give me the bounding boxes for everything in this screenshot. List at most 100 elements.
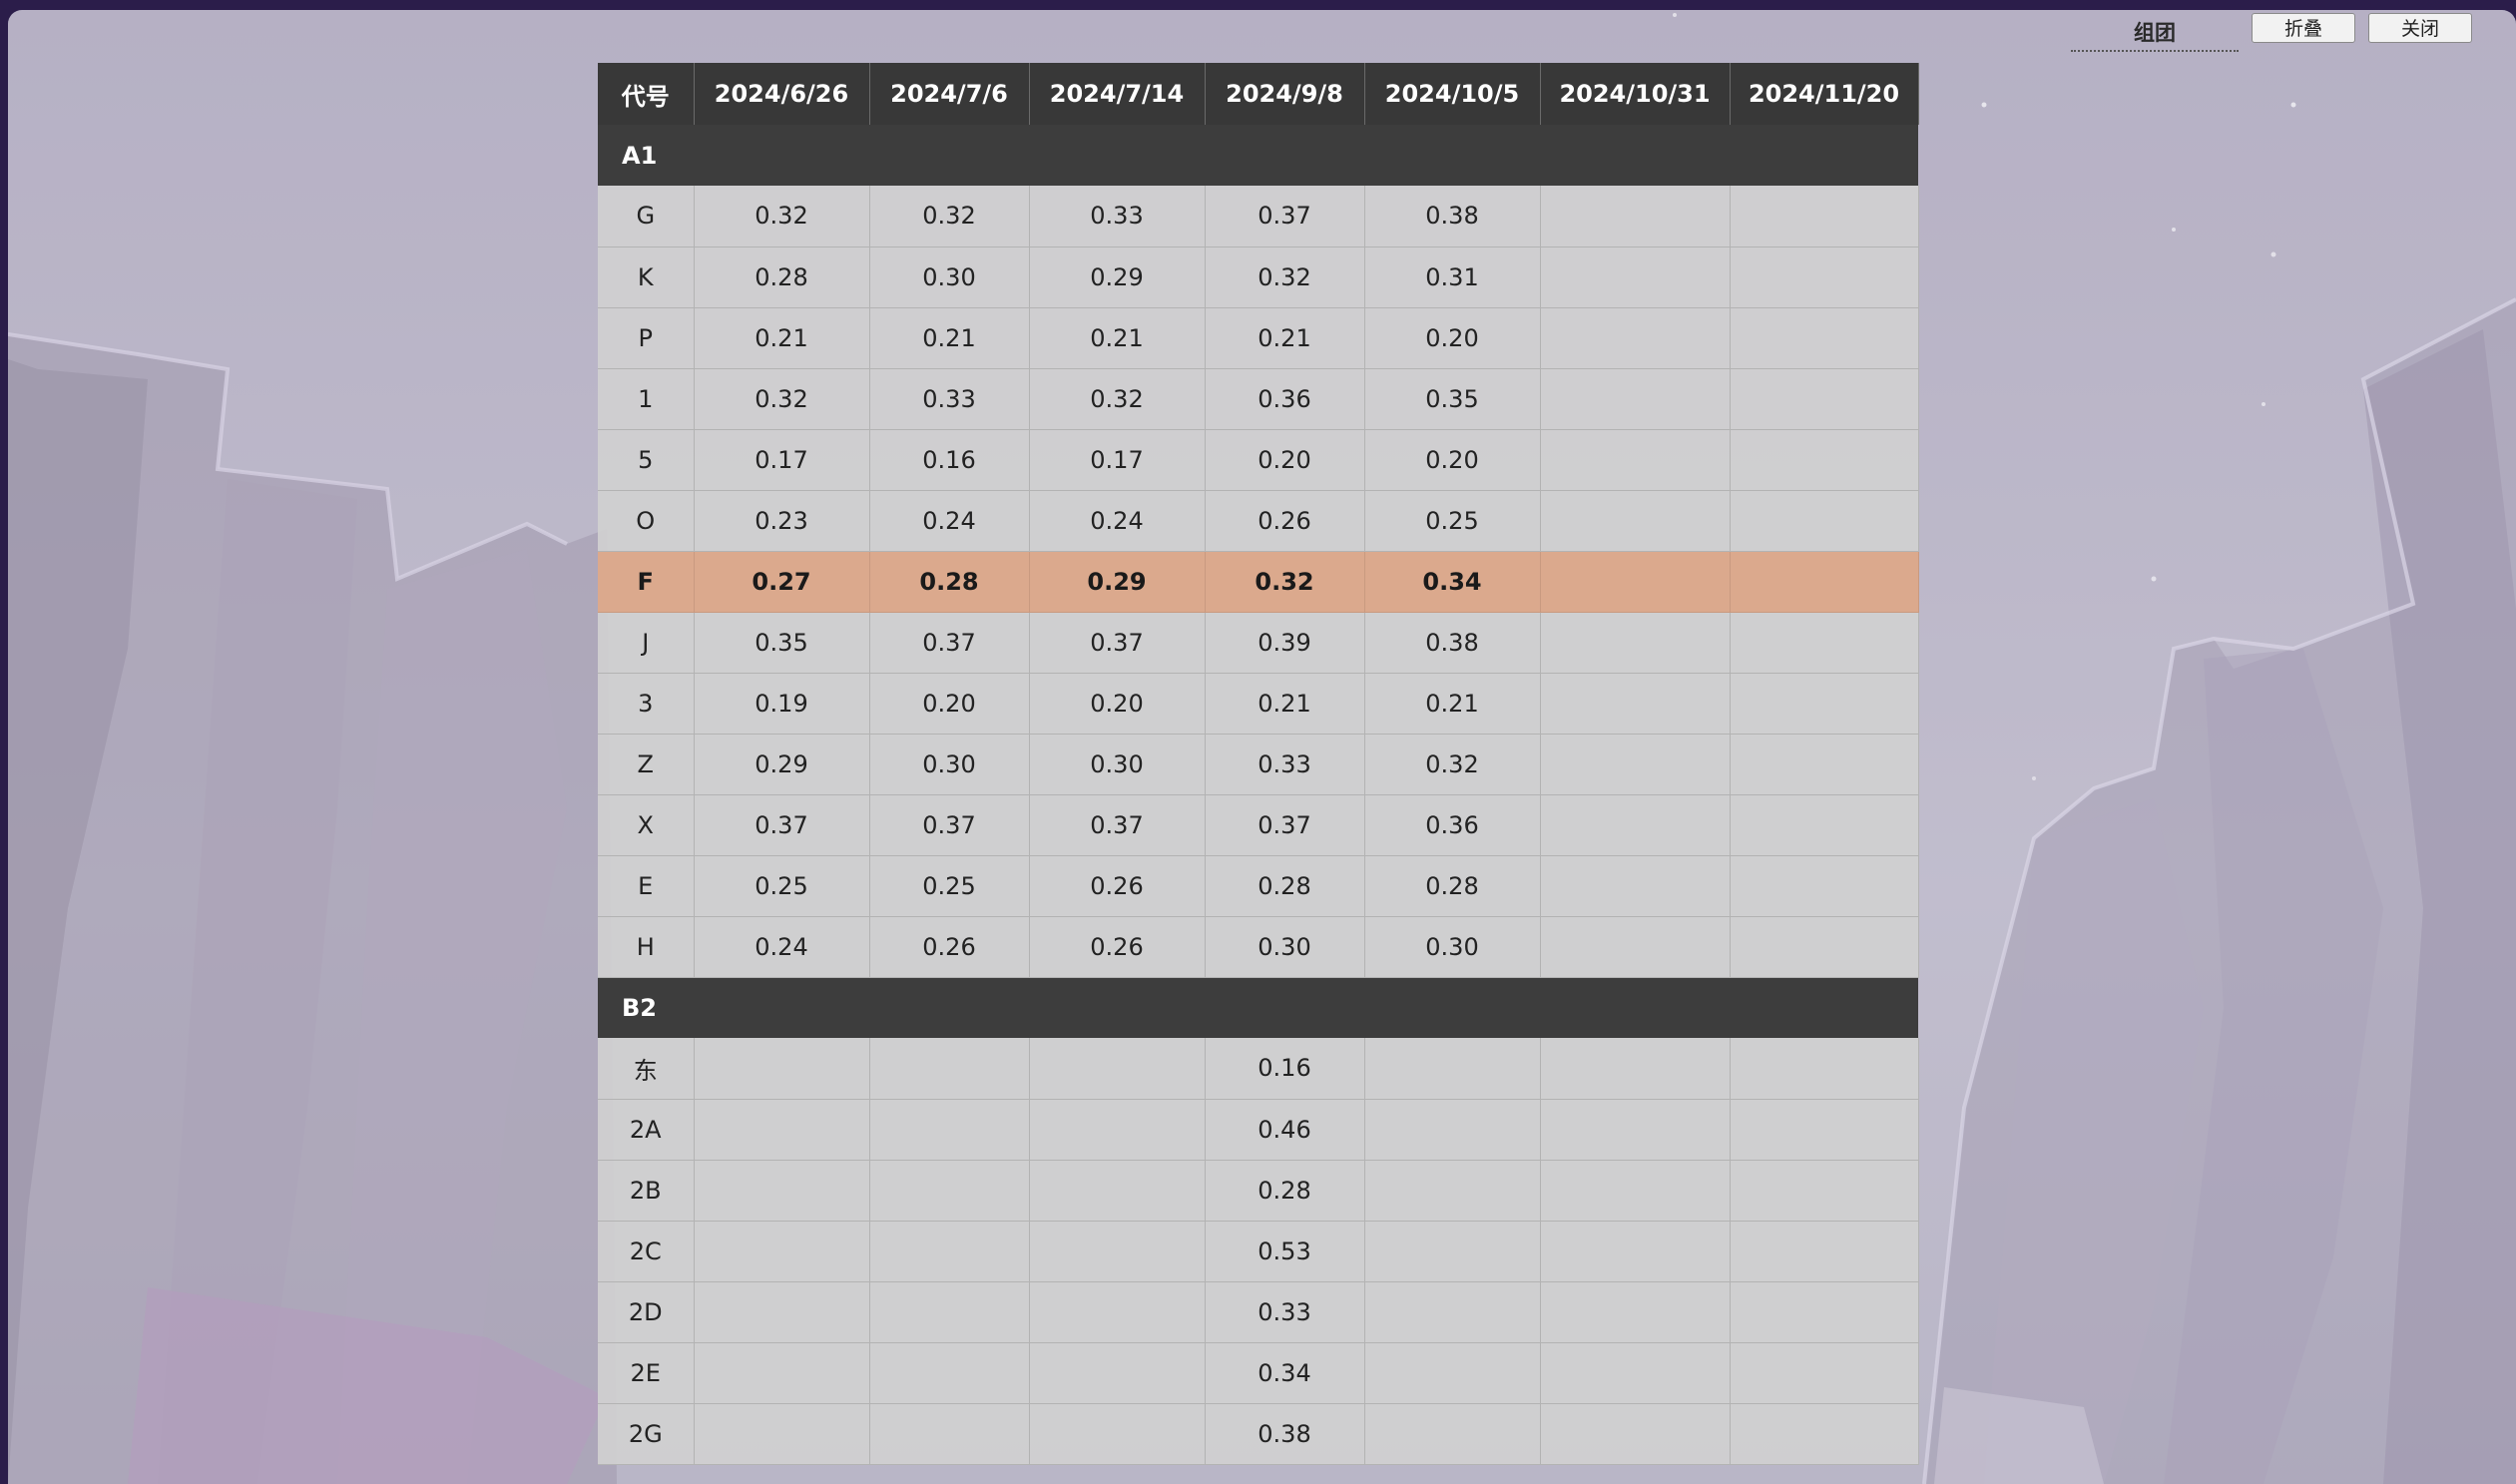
value-cell (694, 1099, 870, 1161)
header-code[interactable]: 代号 (598, 63, 695, 125)
table-row[interactable]: Z 0.29 0.30 0.30 0.33 0.32 (598, 734, 1919, 795)
code-cell: 3 (598, 673, 695, 735)
value-cell: 0.33 (869, 368, 1030, 430)
value-cell (1730, 307, 1919, 369)
value-cell: 0.20 (1364, 307, 1541, 369)
value-cell: 0.23 (694, 490, 870, 552)
code-cell: 2A (598, 1099, 695, 1161)
value-cell (1540, 1099, 1731, 1161)
value-cell: 0.28 (1205, 855, 1365, 917)
table-row[interactable]: 2B 0.28 (598, 1160, 1919, 1222)
table-row[interactable]: X 0.37 0.37 0.37 0.37 0.36 (598, 794, 1919, 856)
value-cell (1364, 1342, 1541, 1404)
value-cell (1540, 186, 1731, 247)
value-cell: 0.33 (1029, 186, 1206, 247)
header-date[interactable]: 2024/9/8 (1205, 63, 1365, 125)
value-cell (1540, 1160, 1731, 1222)
value-cell: 0.21 (1205, 673, 1365, 735)
value-cell: 0.29 (1029, 551, 1206, 613)
group-header-row[interactable]: B2 (598, 977, 1918, 1038)
value-cell (694, 1160, 870, 1222)
table-row[interactable]: G 0.32 0.32 0.33 0.37 0.38 (598, 186, 1919, 247)
value-cell: 0.29 (694, 734, 870, 795)
value-cell (1029, 1160, 1206, 1222)
value-cell: 0.24 (1029, 490, 1206, 552)
value-cell: 0.16 (1205, 1038, 1365, 1100)
value-cell: 0.38 (1205, 1403, 1365, 1465)
table-row[interactable]: H 0.24 0.26 0.26 0.30 0.30 (598, 916, 1919, 978)
value-cell (1540, 551, 1731, 613)
value-cell (869, 1403, 1030, 1465)
value-cell: 0.37 (869, 612, 1030, 674)
value-cell (1029, 1281, 1206, 1343)
value-cell (1029, 1038, 1206, 1100)
value-cell (1029, 1099, 1206, 1161)
value-cell (869, 1221, 1030, 1282)
value-cell: 0.32 (1205, 247, 1365, 308)
fold-button[interactable]: 折叠 (2252, 13, 2355, 43)
group-label[interactable]: 组团 (2071, 16, 2239, 52)
background-wallpaper (8, 13, 2516, 1484)
table-row[interactable]: 2E 0.34 (598, 1342, 1919, 1404)
value-cell: 0.28 (1205, 1160, 1365, 1222)
value-cell (1540, 734, 1731, 795)
value-cell: 0.38 (1364, 612, 1541, 674)
value-cell: 0.32 (1364, 734, 1541, 795)
value-cell: 0.17 (1029, 429, 1206, 491)
header-date[interactable]: 2024/10/31 (1540, 63, 1731, 125)
value-cell: 0.36 (1205, 368, 1365, 430)
value-cell: 0.27 (694, 551, 870, 613)
value-cell: 0.32 (1205, 551, 1365, 613)
value-cell: 0.32 (1029, 368, 1206, 430)
value-cell (1540, 247, 1731, 308)
value-cell: 0.21 (1205, 307, 1365, 369)
table-row[interactable]: 1 0.32 0.33 0.32 0.36 0.35 (598, 368, 1919, 430)
value-cell: 0.31 (1364, 247, 1541, 308)
code-cell: K (598, 247, 695, 308)
table-row[interactable]: F 0.27 0.28 0.29 0.32 0.34 (598, 551, 1919, 613)
value-cell (1730, 1342, 1919, 1404)
value-cell: 0.20 (1029, 673, 1206, 735)
value-cell (1029, 1221, 1206, 1282)
group-header-row[interactable]: A1 (598, 125, 1918, 186)
table-row[interactable]: 3 0.19 0.20 0.20 0.21 0.21 (598, 673, 1919, 735)
value-cell (1540, 1281, 1731, 1343)
table-row[interactable]: 2A 0.46 (598, 1099, 1919, 1161)
header-date[interactable]: 2024/10/5 (1364, 63, 1541, 125)
value-cell (1730, 612, 1919, 674)
table-row[interactable]: J 0.35 0.37 0.37 0.39 0.38 (598, 612, 1919, 674)
table-row[interactable]: 2D 0.33 (598, 1281, 1919, 1343)
table-row[interactable]: K 0.28 0.30 0.29 0.32 0.31 (598, 247, 1919, 308)
table-header-row: 代号 2024/6/26 2024/7/6 2024/7/14 2024/9/8… (598, 63, 1919, 125)
value-cell (1730, 1281, 1919, 1343)
table-row[interactable]: P 0.21 0.21 0.21 0.21 0.20 (598, 307, 1919, 369)
value-cell (694, 1281, 870, 1343)
value-cell (1540, 673, 1731, 735)
value-cell (1730, 794, 1919, 856)
table-row[interactable]: 2C 0.53 (598, 1221, 1919, 1282)
value-cell (1540, 368, 1731, 430)
table-row[interactable]: 2G 0.38 (598, 1403, 1919, 1465)
value-cell (869, 1099, 1030, 1161)
code-cell: O (598, 490, 695, 552)
value-cell: 0.25 (1364, 490, 1541, 552)
close-button[interactable]: 关闭 (2368, 13, 2472, 43)
table-row[interactable]: E 0.25 0.25 0.26 0.28 0.28 (598, 855, 1919, 917)
table-row[interactable]: 5 0.17 0.16 0.17 0.20 0.20 (598, 429, 1919, 491)
value-cell (1540, 429, 1731, 491)
value-cell: 0.38 (1364, 186, 1541, 247)
value-cell: 0.32 (694, 368, 870, 430)
table-row[interactable]: O 0.23 0.24 0.24 0.26 0.25 (598, 490, 1919, 552)
value-cell: 0.21 (1029, 307, 1206, 369)
header-date[interactable]: 2024/7/14 (1029, 63, 1206, 125)
value-cell: 0.33 (1205, 1281, 1365, 1343)
table-row[interactable]: 东 0.16 (598, 1038, 1919, 1100)
value-cell (1540, 855, 1731, 917)
value-cell (1730, 429, 1919, 491)
value-cell: 0.20 (1364, 429, 1541, 491)
header-date[interactable]: 2024/11/20 (1730, 63, 1919, 125)
code-cell: 2C (598, 1221, 695, 1282)
header-date[interactable]: 2024/7/6 (869, 63, 1030, 125)
value-cell (1364, 1281, 1541, 1343)
header-date[interactable]: 2024/6/26 (694, 63, 870, 125)
